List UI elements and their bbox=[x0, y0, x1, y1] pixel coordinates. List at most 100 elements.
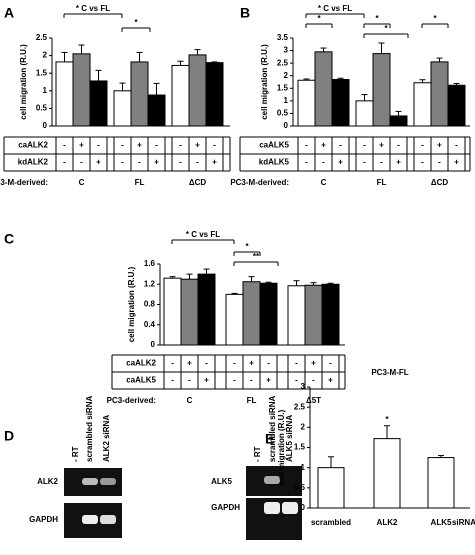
y-tick-label: 2.5 bbox=[277, 58, 289, 67]
bar bbox=[373, 438, 401, 509]
y-axis-label: cell migration (R.U.) bbox=[277, 409, 286, 485]
y-tick-label: 0 bbox=[151, 340, 156, 349]
group-label: Δ5T bbox=[306, 396, 321, 405]
bar bbox=[447, 84, 466, 127]
group-label: FL bbox=[247, 396, 257, 405]
bar bbox=[147, 94, 166, 127]
y-tick-label: 1 bbox=[284, 96, 289, 105]
group-prefix: PC3-M-derived: bbox=[0, 178, 48, 187]
gel-band bbox=[82, 515, 98, 524]
y-tick-label: 1.5 bbox=[277, 83, 289, 92]
bar bbox=[171, 64, 190, 127]
condition-sign: - bbox=[421, 141, 424, 150]
annotation: * bbox=[385, 415, 389, 424]
y-axis-label: cell migration (R.U.) bbox=[127, 266, 136, 342]
y-tick-label: 0.4 bbox=[144, 320, 156, 329]
lane-label: ALK5 siRNA bbox=[285, 415, 294, 462]
row-label: ALK5 bbox=[211, 477, 232, 486]
condition-sign: + bbox=[96, 158, 101, 167]
condition-sign: - bbox=[97, 141, 100, 150]
condition-sign: - bbox=[121, 141, 124, 150]
condition-sign: - bbox=[188, 376, 191, 385]
condition-sign: + bbox=[154, 158, 159, 167]
group-label: FL bbox=[135, 178, 145, 187]
row-label: ALK2 bbox=[37, 477, 58, 486]
condition-sign: - bbox=[155, 141, 158, 150]
condition-sign: + bbox=[187, 359, 192, 368]
bar bbox=[89, 80, 108, 127]
bar bbox=[130, 61, 149, 127]
group-label: FL bbox=[377, 178, 387, 187]
bar bbox=[355, 100, 374, 127]
y-tick-label: 3.5 bbox=[277, 33, 289, 42]
condition-sign: + bbox=[195, 141, 200, 150]
y-tick-label: 2 bbox=[43, 51, 48, 60]
group-prefix: PC3-M-derived: bbox=[230, 178, 289, 187]
condition-sign: - bbox=[322, 158, 325, 167]
condition-sign: - bbox=[363, 141, 366, 150]
condition-sign: - bbox=[63, 158, 66, 167]
condition-sign: - bbox=[179, 158, 182, 167]
condition-sign: + bbox=[79, 141, 84, 150]
lane-label: scrambled siRNA bbox=[85, 396, 94, 462]
condition-sign: - bbox=[250, 376, 253, 385]
condition-sign: - bbox=[233, 376, 236, 385]
y-tick-label: 2.5 bbox=[294, 402, 306, 411]
condition-sign: - bbox=[295, 359, 298, 368]
y-tick-label: 0 bbox=[301, 503, 306, 512]
bar bbox=[317, 467, 345, 509]
condition-sign: - bbox=[312, 376, 315, 385]
annotation: ** bbox=[253, 252, 260, 261]
condition-sign: - bbox=[339, 141, 342, 150]
row-label: GAPDH bbox=[211, 503, 240, 512]
y-tick-label: 0.8 bbox=[144, 300, 156, 309]
condition-sign: - bbox=[305, 141, 308, 150]
group-label: C bbox=[321, 178, 327, 187]
gel-band bbox=[100, 515, 116, 524]
chart-title: PC3-M-FL bbox=[371, 368, 408, 377]
x-axis-label: siRNA bbox=[452, 518, 475, 527]
condition-sign: + bbox=[266, 376, 271, 385]
group-prefix: PC3-derived: bbox=[107, 396, 156, 405]
lane-label: - RT bbox=[253, 446, 262, 462]
x-tick-label: ALK5 bbox=[431, 518, 452, 527]
y-tick-label: 0.5 bbox=[294, 483, 306, 492]
y-tick-label: 1 bbox=[43, 86, 48, 95]
y-tick-label: 1.6 bbox=[144, 259, 156, 268]
group-label: ΔCD bbox=[189, 178, 207, 187]
condition-sign: - bbox=[305, 158, 308, 167]
bar bbox=[242, 281, 261, 346]
condition-sign: - bbox=[205, 359, 208, 368]
bar bbox=[413, 82, 432, 127]
bar bbox=[205, 62, 224, 127]
annotation: * bbox=[375, 14, 379, 23]
condition-sign: - bbox=[397, 141, 400, 150]
panel-letter: A bbox=[4, 5, 14, 21]
y-tick-label: 2 bbox=[284, 71, 289, 80]
bar bbox=[188, 54, 207, 127]
annotation: * bbox=[134, 18, 138, 27]
gel-band bbox=[82, 478, 98, 485]
row-label: caALK2 bbox=[18, 141, 48, 150]
gel-right: - RT scrambled siRNA ALK5 siRNA ALK5 GAP… bbox=[211, 396, 302, 540]
condition-sign: - bbox=[380, 158, 383, 167]
bar bbox=[113, 90, 132, 127]
bar bbox=[297, 79, 316, 127]
annotation: * C vs FL bbox=[318, 4, 352, 13]
lane-label: scrambled siRNA bbox=[268, 396, 277, 462]
y-tick-label: 1.2 bbox=[144, 279, 156, 288]
y-tick-label: 1.5 bbox=[36, 68, 48, 77]
bar bbox=[304, 284, 323, 346]
annotation: * bbox=[317, 14, 321, 23]
panel-letter: C bbox=[4, 231, 14, 247]
condition-sign: - bbox=[121, 158, 124, 167]
annotation: * C vs FL bbox=[76, 4, 110, 13]
row-label: caALK5 bbox=[259, 141, 289, 150]
row-label: caALK2 bbox=[126, 359, 156, 368]
y-tick-label: 1.5 bbox=[294, 443, 306, 452]
gel-band bbox=[264, 502, 280, 514]
condition-sign: - bbox=[421, 158, 424, 167]
bar bbox=[180, 278, 199, 346]
y-axis-label: cell migration (R.U.) bbox=[19, 44, 28, 120]
condition-sign: - bbox=[455, 141, 458, 150]
